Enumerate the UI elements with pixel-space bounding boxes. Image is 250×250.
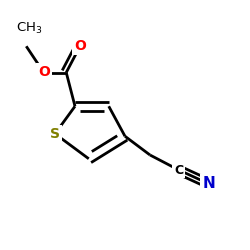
Text: S: S	[50, 127, 60, 141]
Text: N: N	[202, 176, 215, 191]
Text: CH$_3$: CH$_3$	[16, 21, 42, 36]
Text: O: O	[38, 66, 50, 80]
Text: C: C	[174, 164, 183, 176]
Text: O: O	[74, 39, 86, 53]
